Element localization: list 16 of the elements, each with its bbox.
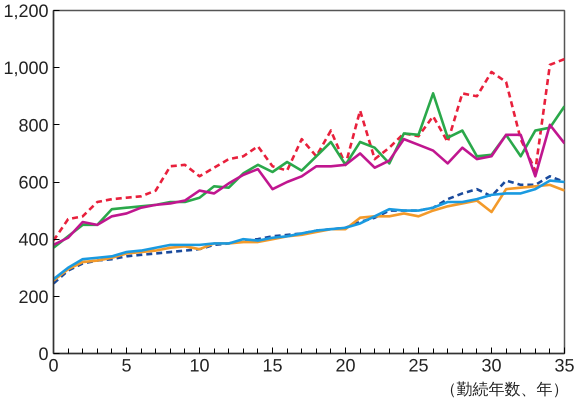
- x-tick-label: 35: [554, 356, 575, 376]
- line-series: [54, 124, 564, 246]
- y-tick-label: 200: [18, 286, 49, 307]
- y-tick-label: 1,000: [3, 58, 49, 78]
- y-tick-label: 600: [18, 172, 49, 192]
- x-tick-label: 10: [189, 356, 210, 376]
- x-tick-label: 20: [335, 356, 356, 376]
- y-tick-label: 400: [18, 230, 49, 250]
- x-tick-label: 5: [121, 356, 132, 376]
- x-tick-label: 30: [481, 356, 502, 376]
- x-axis-title: （勤続年数、年）: [440, 380, 568, 398]
- x-tick-label: 25: [408, 356, 429, 376]
- y-tick-label: 800: [18, 115, 49, 136]
- y-tick-label: 1,200: [3, 1, 49, 21]
- line-series: [54, 58, 564, 242]
- x-tick-label: 15: [262, 356, 283, 376]
